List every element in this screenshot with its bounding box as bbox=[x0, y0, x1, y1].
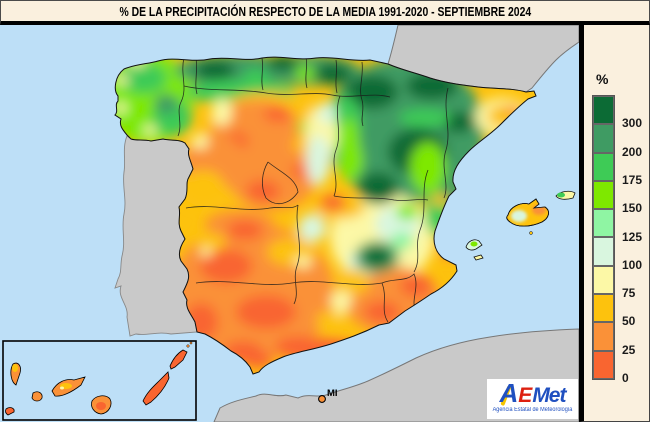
spain-precipitation-map: MI bbox=[0, 25, 579, 422]
melilla-label: MI bbox=[327, 388, 338, 399]
legend-swatch bbox=[593, 124, 614, 153]
legend-swatch bbox=[593, 294, 614, 323]
logo-letter-e: E bbox=[518, 384, 533, 407]
legend-swatch bbox=[593, 322, 614, 351]
map-title: % DE LA PRECIPITACIÓN RESPECTO DE LA MED… bbox=[119, 3, 531, 19]
region-borders bbox=[177, 57, 449, 323]
legend-unit-label: % bbox=[596, 71, 609, 87]
legend-tick-label: 125 bbox=[622, 229, 643, 244]
legend-tick-label: 100 bbox=[622, 257, 643, 272]
legend-tick-label: 75 bbox=[622, 286, 636, 301]
legend-swatch bbox=[593, 350, 614, 379]
legend-swatch bbox=[593, 180, 614, 210]
balearic-islands bbox=[465, 190, 576, 261]
legend-tick-label: 150 bbox=[622, 201, 643, 216]
legend-tick-label: 200 bbox=[622, 144, 643, 159]
legend-tick-label: 50 bbox=[622, 314, 636, 329]
legend-panel: % 300 200 175 150 125 100 75 50 25 0 bbox=[579, 25, 650, 422]
legend-swatch bbox=[593, 237, 614, 266]
legend-tick-label: 0 bbox=[622, 371, 629, 385]
aemet-logo-text: AEMet bbox=[487, 378, 578, 408]
legend-tick-label: 300 bbox=[622, 116, 643, 131]
aemet-logo: AEMet Agencia Estatal de Meteorología bbox=[487, 379, 578, 419]
legend-labels: 300 200 175 150 125 100 75 50 25 0 bbox=[620, 96, 650, 385]
legend-swatch bbox=[593, 152, 614, 181]
legend-tick-label: 25 bbox=[622, 342, 636, 357]
legend-swatch bbox=[593, 96, 614, 125]
aemet-logo-subtitle: Agencia Estatal de Meteorología bbox=[492, 407, 573, 413]
legend-tick-label: 175 bbox=[622, 172, 643, 187]
legend-swatch bbox=[593, 265, 614, 295]
canary-inset bbox=[2, 340, 197, 421]
legend-swatch bbox=[593, 209, 614, 238]
title-bar: % DE LA PRECIPITACIÓN RESPECTO DE LA MED… bbox=[0, 0, 650, 25]
logo-letters-met: Met bbox=[532, 384, 566, 407]
precipitation-field bbox=[115, 57, 529, 368]
legend-colorbar bbox=[592, 95, 615, 380]
logo-letter-a: A bbox=[499, 378, 519, 408]
melilla-marker: MI bbox=[318, 388, 338, 403]
map-area: MI bbox=[0, 25, 579, 422]
